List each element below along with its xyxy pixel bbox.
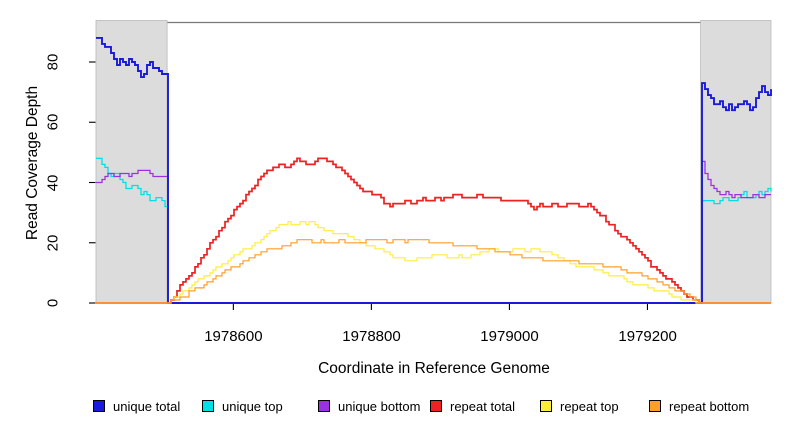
x-tick-label: 1978600 [204,328,263,345]
legend-item-repeat-top: repeat top [540,398,619,414]
y-axis-title: Read Coverage Depth [24,85,41,241]
y-tick-label: 80 [44,53,62,71]
legend-label: repeat bottom [669,398,750,414]
repeat-bottom-swatch-icon [649,400,661,412]
unique-total-swatch-icon [93,400,105,412]
y-tick-label: 60 [44,113,62,131]
legend-label: unique top [222,398,283,414]
legend-item-unique-bottom: unique bottom [318,398,421,414]
x-tick-label: 1979000 [480,328,539,345]
legend-item-unique-top: unique top [202,398,283,414]
repeat-top-swatch-icon [540,400,552,412]
legend-item-repeat-bottom: repeat bottom [649,398,750,414]
legend-label: unique total [113,398,181,414]
x-tick-label: 1978800 [342,328,401,345]
legend-label: repeat top [560,398,619,414]
legend-item-unique-total: unique total [93,398,181,414]
y-tick-label: 40 [44,174,62,191]
legend-label: repeat total [450,398,516,414]
y-tick-label: 20 [44,234,62,252]
x-tick-label: 1979200 [618,328,677,345]
legend-label: unique bottom [338,398,421,414]
x-axis-title: Coordinate in Reference Genome [318,360,550,377]
repeat-total-swatch-icon [430,400,442,412]
unique-top-swatch-icon [202,400,214,412]
legend-item-repeat-total: repeat total [430,398,516,414]
unique-bottom-swatch-icon [318,400,330,412]
y-tick-label: 0 [44,298,62,308]
